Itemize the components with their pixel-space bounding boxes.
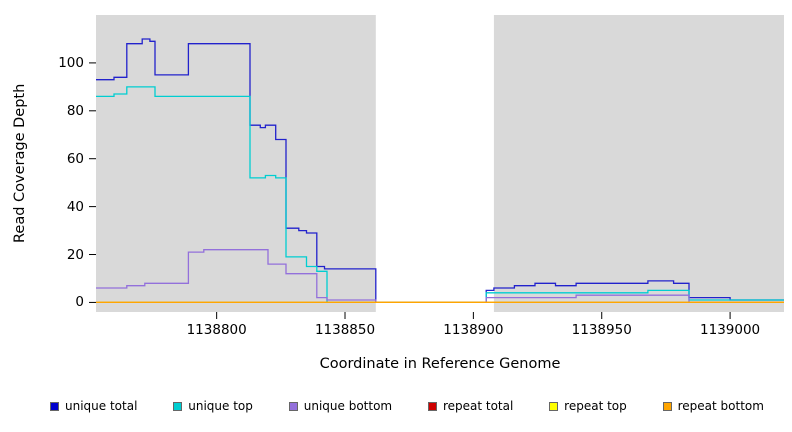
legend-label: repeat bottom: [677, 399, 764, 413]
x-tick-label: 1138850: [314, 322, 376, 338]
legend-label: repeat top: [564, 399, 627, 413]
y-tick-label: 0: [75, 294, 84, 311]
unique-total-swatch-icon: [50, 401, 59, 411]
legend-label: repeat total: [442, 399, 514, 413]
y-tick-label: 100: [58, 54, 84, 71]
repeat-bottom-swatch-icon: [662, 401, 672, 411]
unique-bottom-swatch-icon: [288, 401, 298, 411]
y-tick-label: 20: [66, 246, 84, 263]
legend-item-unique-total: unique total: [50, 399, 137, 413]
legend-label: unique bottom: [303, 399, 393, 413]
x-tick-label: 1138950: [571, 322, 632, 338]
chart-legend: unique total unique top unique bottom re…: [0, 399, 792, 413]
repeat-top-swatch-icon: [549, 401, 559, 411]
legend-item-repeat-total: repeat total: [427, 399, 514, 413]
legend-label: unique top: [188, 399, 253, 413]
repeat-total-swatch-icon: [427, 401, 437, 411]
legend-item-unique-bottom: unique bottom: [288, 399, 393, 413]
y-tick-label: 80: [66, 102, 84, 119]
legend-label: unique total: [65, 399, 138, 413]
x-tick-label: 1138900: [443, 322, 504, 338]
x-tick-label: 1138800: [186, 322, 247, 338]
unique-top-swatch-icon: [173, 401, 183, 411]
x-tick-label: 1139000: [700, 322, 761, 338]
y-tick-label: 60: [66, 150, 84, 167]
legend-item-repeat-top: repeat top: [549, 399, 627, 413]
x-axis-title: Coordinate in Reference Genome: [319, 356, 561, 372]
y-tick-label: 40: [66, 198, 84, 215]
legend-item-unique-top: unique top: [173, 399, 253, 413]
legend-item-repeat-bottom: repeat bottom: [662, 399, 764, 413]
